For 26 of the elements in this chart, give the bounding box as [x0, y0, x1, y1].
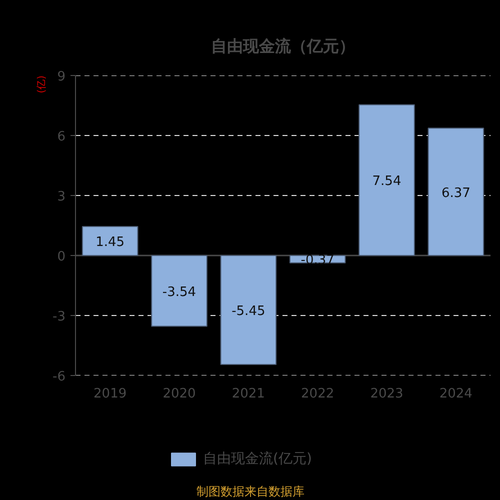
x-tick-label: 2023: [370, 386, 404, 402]
bar: [220, 255, 277, 365]
legend-label: 自由现金流(亿元): [203, 450, 312, 468]
y-tick-label: 0: [57, 250, 66, 264]
y-tick-label: -3: [52, 310, 66, 324]
bar: [428, 128, 484, 256]
data-label: -3.54: [162, 284, 196, 300]
bar: [151, 255, 208, 327]
x-tick-label: 2020: [162, 386, 196, 402]
y-tick-label: 3: [57, 190, 66, 204]
y-tick-label: -6: [52, 370, 66, 384]
data-label: 7.54: [372, 174, 402, 190]
y-axis-title: (亿): [36, 75, 48, 94]
bar: [358, 104, 415, 256]
x-tick-label: 2022: [301, 386, 334, 402]
x-tick-label: 2024: [439, 386, 472, 402]
x-tick-label: 2019: [94, 386, 127, 402]
y-tick-label: 9: [57, 70, 66, 84]
data-label: 1.45: [96, 235, 125, 250]
bar: [82, 226, 138, 256]
y-tick-label: 6: [57, 130, 66, 144]
x-tick-label: 2021: [232, 386, 265, 402]
chart-title: 自由现金流（亿元）: [211, 36, 355, 56]
data-label: 6.37: [441, 186, 470, 201]
data-label: -5.45: [232, 304, 266, 319]
text: 制图数据来自数据库: [196, 484, 304, 498]
